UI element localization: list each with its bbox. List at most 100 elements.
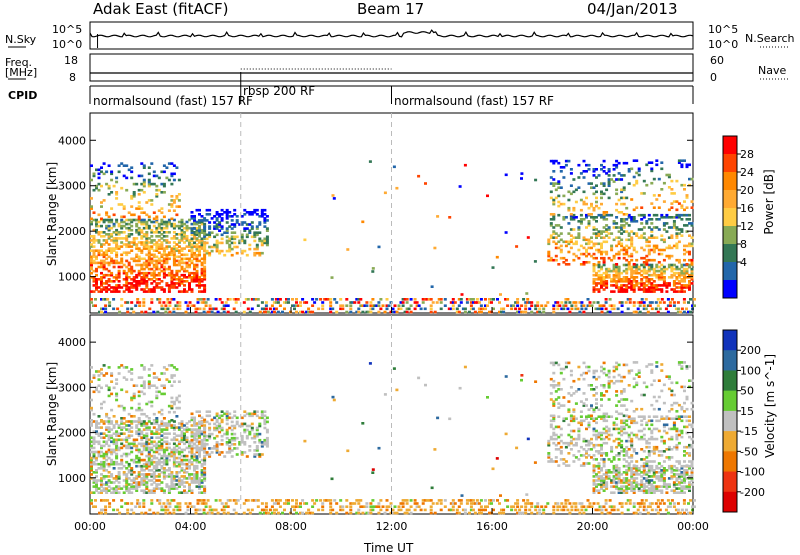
power-cell [620,211,623,214]
power-cell [208,225,211,228]
power-cell [168,266,171,269]
velocity-cell [256,410,259,413]
power-cell [640,264,643,267]
power-clutter-cell [203,311,206,314]
power-clutter-cell [406,301,409,304]
power-sparse-cell [486,195,489,198]
power-cell [658,228,661,231]
power-cell [236,236,239,239]
velocity-cell [170,419,173,422]
velocity-cell [600,432,603,435]
power-clutter-cell [516,304,519,307]
power-sparse-cell [372,267,375,270]
velocity-cell [595,422,598,425]
velocity-cell [93,447,96,450]
velocity-cell [580,415,583,418]
power-cell [158,209,161,212]
power-clutter-cell [496,298,499,301]
power-cell [630,259,633,262]
power-cell [572,228,575,231]
power-cell [640,206,643,209]
velocity-cell [138,417,141,420]
velocity-cell [130,451,133,454]
power-cell [668,174,671,177]
velocity-cell [100,432,103,435]
velocity-cell [608,428,611,431]
velocity-cell [100,461,103,464]
velocity-cell [233,433,236,436]
power-cell [673,192,676,195]
power-sparse-cell [448,216,451,219]
power-cell [663,200,666,203]
power-sparse-cell [499,293,502,296]
power-cell [248,244,251,247]
power-clutter-cell [257,304,260,307]
power-cell [610,245,613,248]
power-cell [552,170,555,173]
velocity-cell [248,449,251,452]
power-clutter-cell [542,308,545,311]
power-clutter-cell [506,298,509,301]
power-cell [608,168,611,171]
power-cell [577,257,580,260]
velocity-cell [660,436,663,439]
power-cell [138,193,141,196]
power-clutter-cell [436,301,439,304]
power-clutter-cell [168,301,171,304]
power-cell [178,276,181,279]
velocity-cell [615,464,618,467]
power-cell [688,164,691,167]
power-cell [560,170,563,173]
power-clutter-cell [454,301,457,304]
power-cell [135,183,138,186]
power-clutter-cell [609,298,612,301]
power-cell [203,266,206,269]
velocity-cell [560,458,563,461]
velocity-cell [93,413,96,416]
power-clutter-cell [673,301,676,304]
power-sparse-cell [515,245,518,248]
power-clutter-cell [166,308,169,311]
power-cell [593,253,596,256]
velocity-cell [196,439,199,442]
velocity-cell [572,430,575,433]
power-clutter-cell [605,298,608,301]
power-cell [595,184,598,187]
power-cell [691,206,694,209]
velocity-cell [221,419,224,422]
power-cell [668,282,671,285]
power-clutter-cell [217,311,220,314]
velocity-cell [168,467,171,470]
power-clutter-cell [279,304,282,307]
power-clutter-cell [643,304,646,307]
velocity-cell [670,436,673,439]
power-cell [125,164,128,167]
power-clutter-cell [357,301,360,304]
power-cell [100,243,103,246]
power-clutter-cell [661,298,664,301]
power-cell [680,159,683,162]
power-clutter-cell [520,304,523,307]
velocity-cell [158,411,161,414]
power-cell [100,276,103,279]
power-cell [236,219,239,222]
velocity-cell [560,428,563,431]
power-clutter-cell [273,311,276,314]
velocity-cell [133,415,136,418]
power-cell [203,223,206,226]
power-cell [691,243,694,246]
power-cell [198,248,201,251]
power-clutter-cell [440,298,443,301]
power-clutter-cell [104,304,107,307]
velocity-cell [588,462,591,465]
velocity-cell [118,405,121,408]
power-cell [148,216,151,219]
velocity-cell [600,458,603,461]
velocity-cell [170,397,173,400]
power-cell [130,266,133,269]
power-cell [630,198,633,201]
velocity-cell [196,465,199,468]
power-clutter-cell [659,308,662,311]
power-cell [630,168,633,171]
power-clutter-cell [377,301,380,304]
